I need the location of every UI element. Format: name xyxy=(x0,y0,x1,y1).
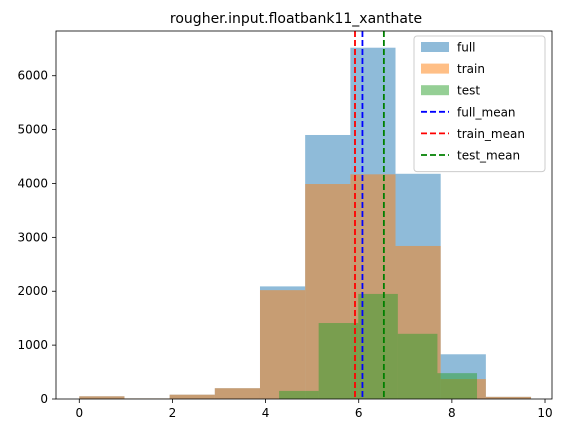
legend-label-test: test xyxy=(457,84,480,98)
y-tick-label: 2000 xyxy=(17,284,48,298)
train-bar-3 xyxy=(214,388,260,399)
y-tick-label: 6000 xyxy=(17,69,48,83)
y-tick-label: 4000 xyxy=(17,176,48,190)
train-bar-2 xyxy=(169,394,215,399)
chart-title: rougher.input.floatbank11_xanthate xyxy=(170,11,422,27)
legend-label-train-mean: train_mean xyxy=(457,127,525,141)
axes-frame xyxy=(55,30,553,400)
plot-area xyxy=(79,31,532,399)
test-bar-2 xyxy=(358,293,398,399)
train-bar-0 xyxy=(79,396,125,399)
legend-swatch-train xyxy=(421,63,449,74)
x-tick-label: 8 xyxy=(448,406,456,420)
legend-swatch-full xyxy=(421,42,449,52)
test-bar-0 xyxy=(279,390,319,399)
x-tick-label: 0 xyxy=(75,406,83,420)
legend-swatch-test xyxy=(421,85,449,96)
y-tick-label: 0 xyxy=(40,392,48,406)
y-tick-label: 3000 xyxy=(17,230,48,244)
x-tick-label: 4 xyxy=(262,406,270,420)
legend-label-test-mean: test_mean xyxy=(457,149,520,163)
test-series xyxy=(279,293,478,399)
x-tick-label: 10 xyxy=(537,406,552,420)
test-bar-3 xyxy=(397,333,438,399)
legend-label-full-mean: full_mean xyxy=(457,105,516,119)
train-bar-9 xyxy=(485,396,532,399)
test-bar-4 xyxy=(437,373,478,399)
y-tick-label: 5000 xyxy=(17,123,48,137)
legend: full train test full_mean train_mean test_mea… xyxy=(413,35,546,173)
train-bar-4 xyxy=(259,290,306,399)
legend-label-train: train xyxy=(457,62,485,76)
x-tick-label: 2 xyxy=(169,406,177,420)
test-bar-1 xyxy=(318,323,359,399)
x-tick-label: 6 xyxy=(355,406,363,420)
legend-label-full: full xyxy=(457,41,476,55)
axes: 0 2 4 6 8 10 0 1000 2000 3000 4000 5000 6000 xyxy=(17,30,553,420)
y-tick-label: 1000 xyxy=(17,338,48,352)
